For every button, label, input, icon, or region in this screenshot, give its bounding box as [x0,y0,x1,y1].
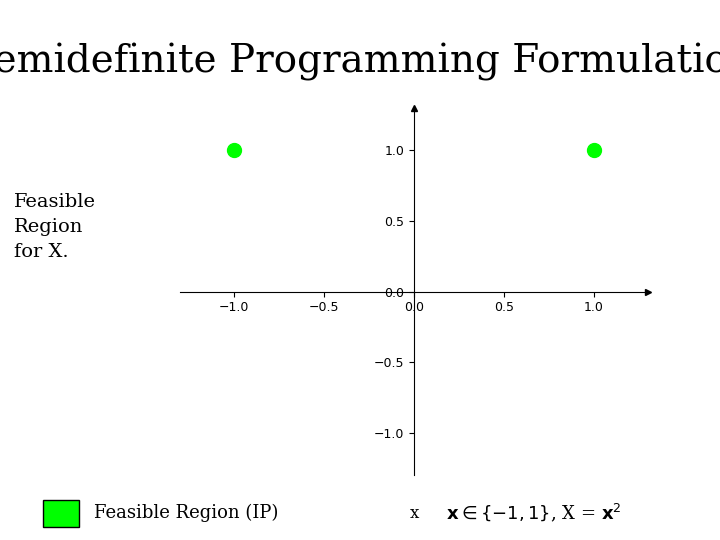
Text: $\mathbf{x} \in \{-1,1\}$, X = $\mathbf{x}^2$: $\mathbf{x} \in \{-1,1\}$, X = $\mathbf{… [446,502,622,524]
Point [588,146,600,154]
Text: Feasible
Region
for X.: Feasible Region for X. [14,193,96,261]
X-axis label: x: x [409,504,419,522]
Point [228,146,240,154]
FancyBboxPatch shape [43,500,79,526]
Text: Semidefinite Programming Formulation: Semidefinite Programming Formulation [0,43,720,81]
Text: Feasible Region (IP): Feasible Region (IP) [94,504,278,522]
